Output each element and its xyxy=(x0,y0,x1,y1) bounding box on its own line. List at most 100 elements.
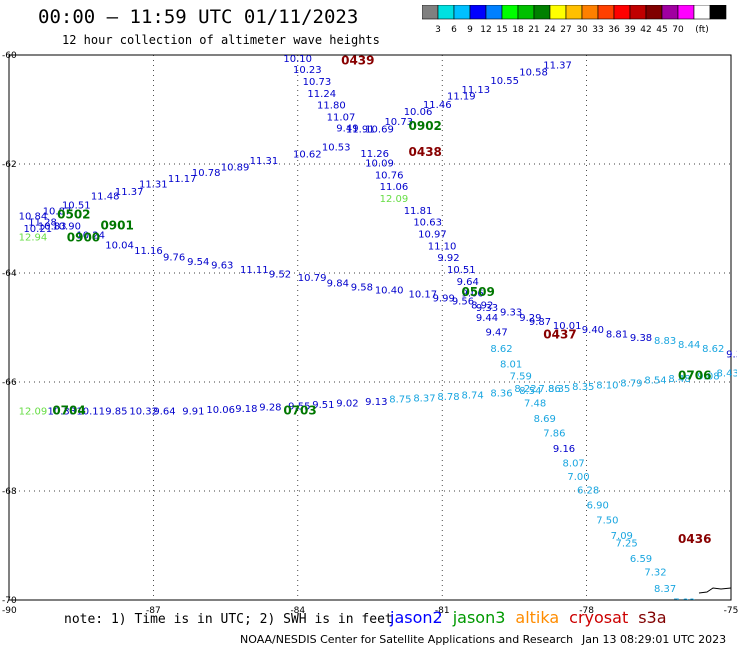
wave-height-point: 10.84 xyxy=(19,212,48,223)
footnote: note: 1) Time is in UTC; 2) SWH is in fe… xyxy=(64,612,393,627)
wave-height-point: 8.74 xyxy=(461,390,483,401)
wave-height-point: 8.36 xyxy=(490,389,512,400)
wave-height-point: 7.48 xyxy=(524,399,546,410)
wave-height-point: 11.10 xyxy=(428,242,457,253)
wave-height-point: 8.48 xyxy=(668,374,690,385)
x-tick-label: -75 xyxy=(724,606,739,616)
corner-tick-label: -90 xyxy=(2,606,17,616)
wave-height-point: 8.37 xyxy=(413,394,435,405)
x-tick-label: -81 xyxy=(435,606,450,616)
wave-height-point: 12.94 xyxy=(19,232,48,243)
pass-time-label: 0901 xyxy=(100,218,133,232)
colorbar-label: 12 xyxy=(480,25,491,35)
wave-height-point: 11.16 xyxy=(134,246,163,257)
wave-height-point: 8.62 xyxy=(702,344,724,355)
wave-height-point: 8.92 xyxy=(471,300,493,311)
wave-height-point: 9.18 xyxy=(235,404,257,415)
chart-subtitle: 12 hour collection of altimeter wave hei… xyxy=(62,33,380,47)
wave-height-point: 9.02 xyxy=(336,399,358,410)
pass-time-label: 0902 xyxy=(409,119,442,133)
wave-height-point: 10.62 xyxy=(293,149,322,160)
wave-height-point: 9.92 xyxy=(437,253,459,264)
y-tick-label: -64 xyxy=(2,269,17,279)
wave-height-point: 11.31 xyxy=(250,156,279,167)
wave-height-point: 10.55 xyxy=(490,76,519,87)
wave-height-point: 11.80 xyxy=(317,100,346,111)
wave-height-point: 11.06 xyxy=(380,182,409,193)
wave-height-point: 9.28 xyxy=(259,402,281,413)
wave-height-point: 9.33 xyxy=(500,308,522,319)
wave-height-point: 9.51 xyxy=(312,400,334,411)
wave-height-point: 10.83 xyxy=(38,221,67,232)
colorbar-label: 39 xyxy=(624,25,636,35)
colorbar-label: 30 xyxy=(576,25,588,35)
wave-height-point: 8.35 xyxy=(548,384,570,395)
wave-height-point: 9.58 xyxy=(351,282,373,293)
wave-height-point: 11.91 xyxy=(346,124,375,135)
wave-height-point: 11.31 xyxy=(139,179,168,190)
wave-height-point: 10.32 xyxy=(129,407,158,418)
wave-height-point: 9.64 xyxy=(457,277,479,288)
wave-height-point: 10.10 xyxy=(283,54,312,65)
wave-height-point: 10.01 xyxy=(553,321,582,332)
pass-time-label: 0502 xyxy=(57,208,90,222)
wave-height-point: 8.10 xyxy=(596,381,618,392)
wave-height-point: 8.37 xyxy=(654,584,676,595)
wave-height-point: 6.90 xyxy=(587,500,609,511)
colorbar-label: 6 xyxy=(451,25,457,35)
wave-height-point: 10.04 xyxy=(105,240,134,251)
wave-height-point: 12.09 xyxy=(19,407,48,418)
wave-height-point: 9.64 xyxy=(153,407,175,418)
x-tick-label: -87 xyxy=(146,606,161,616)
satellite-legend: jason2 jason3 altika cryosat s3a xyxy=(390,608,677,627)
pass-time-label: 0437 xyxy=(543,327,576,341)
pass-time-label: 0436 xyxy=(678,532,711,546)
wave-height-point: 10.58 xyxy=(519,68,548,79)
wave-height-point: 11.24 xyxy=(307,89,336,100)
colorbar-swatch xyxy=(709,5,727,20)
wave-height-point: 9.47 xyxy=(486,328,508,339)
wave-height-point: 9.16 xyxy=(553,444,575,455)
wave-height-point: 9.44 xyxy=(476,313,498,324)
colorbar-label: 24 xyxy=(544,25,556,35)
wave-height-point: 8.81 xyxy=(606,329,628,340)
wave-height-point: 10.33 xyxy=(48,407,77,418)
wave-height-point: 11.07 xyxy=(327,112,356,123)
colorbar-label: 27 xyxy=(560,25,571,35)
x-tick-label: -84 xyxy=(290,606,305,616)
wave-height-point: 6.59 xyxy=(630,554,652,565)
wave-height-point: 8.78 xyxy=(437,392,459,403)
generated-timestamp: Jan 13 08:29:01 UTC 2023 xyxy=(582,633,727,646)
wave-height-point: 10.11 xyxy=(76,407,105,418)
pass-time-label: 0438 xyxy=(409,145,442,159)
wave-height-point: 11.19 xyxy=(447,92,476,103)
wave-height-point: 8.22 xyxy=(514,384,536,395)
wave-height-point: 10.23 xyxy=(293,65,322,76)
wave-height-point: 8.75 xyxy=(389,395,411,406)
wave-height-point: 9.29 xyxy=(519,313,541,324)
wave-height-point: 7.00 xyxy=(567,472,589,483)
colorbar-label: 36 xyxy=(608,25,620,35)
legend-item-s3a: s3a xyxy=(638,608,667,627)
wave-height-point: 9.13 xyxy=(365,397,387,408)
wave-height-point: 8.79 xyxy=(620,378,642,389)
wave-height-point: 7.09 xyxy=(611,531,633,542)
wave-height-point: 9.33 xyxy=(476,303,498,314)
wave-height-point: 11.28 xyxy=(28,218,57,229)
wave-height-point: 9.63 xyxy=(211,261,233,272)
wave-height-point: 7.22 xyxy=(673,597,695,608)
wave-height-point: 10.87 xyxy=(43,207,72,218)
wave-height-point: 8.69 xyxy=(534,414,556,425)
wave-height-point: 10.51 xyxy=(447,265,476,276)
corner-tick-label: -60 xyxy=(2,51,17,61)
pass-time-label: 0900 xyxy=(67,230,100,244)
wave-height-point: 10.06 xyxy=(404,107,433,118)
wave-height-point: 10.17 xyxy=(409,290,438,301)
wave-height-point: 8.01 xyxy=(500,359,522,370)
corner-tick-label: -70 xyxy=(2,596,17,606)
wave-height-point: 7.32 xyxy=(644,567,666,578)
wave-height-point: 10.78 xyxy=(192,168,221,179)
wave-height-point: 9.08 xyxy=(697,371,719,382)
credit-line: NOAA/NESDIS Center for Satellite Applica… xyxy=(240,633,574,646)
